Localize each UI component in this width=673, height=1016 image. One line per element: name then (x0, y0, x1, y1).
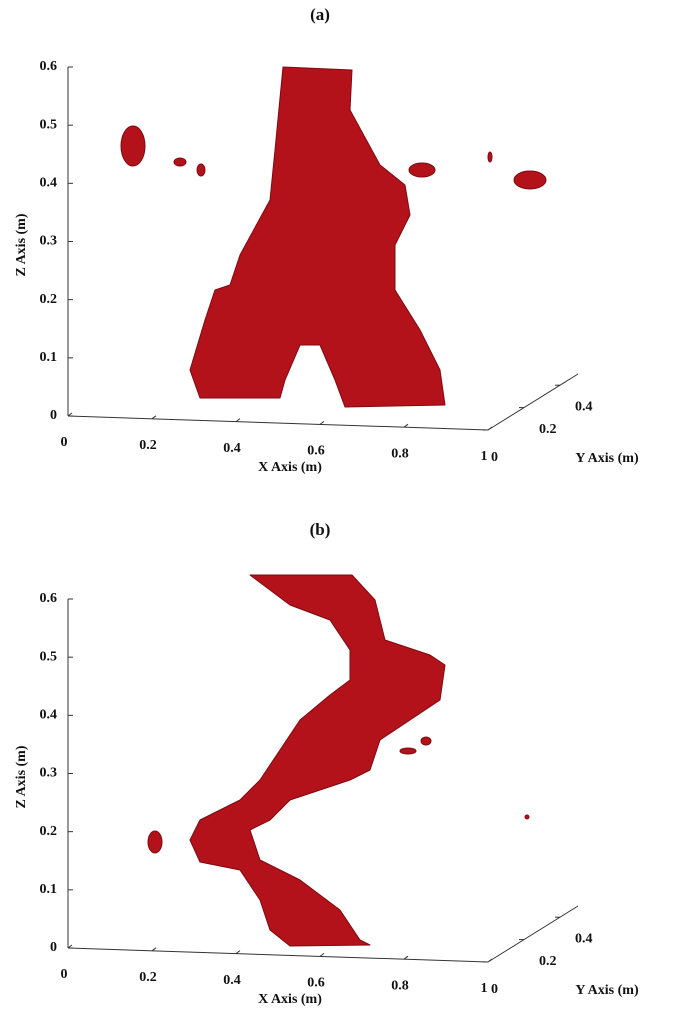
z-tick-label: 0 (50, 940, 57, 955)
z-tick-label: 0.3 (40, 766, 58, 781)
z-tick-label: 0.6 (40, 591, 58, 606)
x-tick (235, 418, 241, 423)
x-tick (487, 426, 493, 431)
z-tick-label: 0.3 (40, 234, 58, 249)
z-tick-label: 0.6 (40, 59, 58, 74)
panel: (a)0 0.2 0.4 0.6 0.8 1 00.20.400.10.20.30.40.5… (14, 5, 639, 475)
x-tick-label: 0.8 (391, 978, 409, 993)
panel: (b)0 0.2 0.4 0.6 0.8 1 00.20.400.10.20.30.40.5… (14, 520, 639, 1007)
x-tick (403, 955, 409, 960)
isosurface-fragment (487, 151, 493, 163)
isosurface-fragment (120, 125, 146, 167)
x-tick-label: 0.2 (139, 438, 157, 453)
z-axis-label: Z Axis (m) (14, 213, 29, 276)
z-tick-label: 0.1 (40, 350, 58, 365)
x-tick (319, 420, 325, 425)
isosurface-fragment (420, 736, 432, 746)
y-axis (487, 373, 579, 431)
isosurface-fragment (513, 170, 547, 190)
z-tick-label: 0.4 (40, 708, 58, 723)
x-tick-label: 0 (61, 435, 68, 450)
x-axis-label: X Axis (m) (258, 460, 322, 475)
y-tick-label: 0.2 (539, 422, 557, 437)
z-tick-label: 0.1 (40, 882, 58, 897)
isosurface-fragment (196, 163, 206, 177)
isosurface-fragment (173, 157, 187, 167)
x-tick-label: 1 (481, 449, 488, 464)
x-tick-label: 0.4 (223, 973, 241, 988)
x-tick (235, 950, 241, 954)
z-tick-label: 0.5 (40, 117, 58, 132)
x-tick-label: 0.4 (223, 441, 241, 456)
isosurface (189, 574, 446, 947)
x-tick-label: 0.8 (391, 446, 409, 461)
y-axis-label: Y Axis (m) (575, 451, 639, 466)
z-tick-label: 0.5 (40, 649, 58, 664)
x-tick-label: 0.6 (307, 444, 325, 459)
z-tick-label: 0.2 (40, 824, 58, 839)
x-tick-label: 1 (481, 981, 488, 996)
y-axis (487, 905, 579, 963)
y-tick-label: 0.2 (539, 954, 557, 969)
panel-title: (b) (310, 520, 331, 539)
panel-title: (a) (310, 5, 330, 24)
x-tick (319, 953, 325, 957)
isosurface (189, 66, 446, 408)
isosurface-fragment (408, 162, 436, 178)
y-tick-label: 0.4 (575, 399, 593, 414)
x-tick-label: 0 (61, 967, 68, 982)
z-tick-label: 0.2 (40, 292, 58, 307)
isosurface-fragment (147, 830, 163, 854)
x-tick (151, 415, 157, 420)
x-tick (487, 958, 493, 963)
z-axis-label: Z Axis (m) (14, 745, 29, 808)
y-tick-label: 0 (491, 982, 498, 997)
x-tick-label: 0.6 (307, 976, 325, 991)
z-tick-label: 0.4 (40, 176, 58, 191)
z-tick-label: 0 (50, 408, 57, 423)
y-axis-label: Y Axis (m) (575, 983, 639, 998)
y-tick-label: 0 (491, 450, 498, 465)
isosurface-fragment (399, 747, 417, 755)
x-tick-label: 0.2 (139, 970, 157, 985)
x-axis-label: X Axis (m) (258, 992, 322, 1007)
isosurface-fragment (524, 814, 530, 820)
x-tick (151, 947, 157, 952)
y-tick-label: 0.4 (575, 931, 593, 946)
x-tick (403, 423, 409, 428)
x-axis (67, 947, 489, 963)
x-axis (67, 415, 489, 431)
